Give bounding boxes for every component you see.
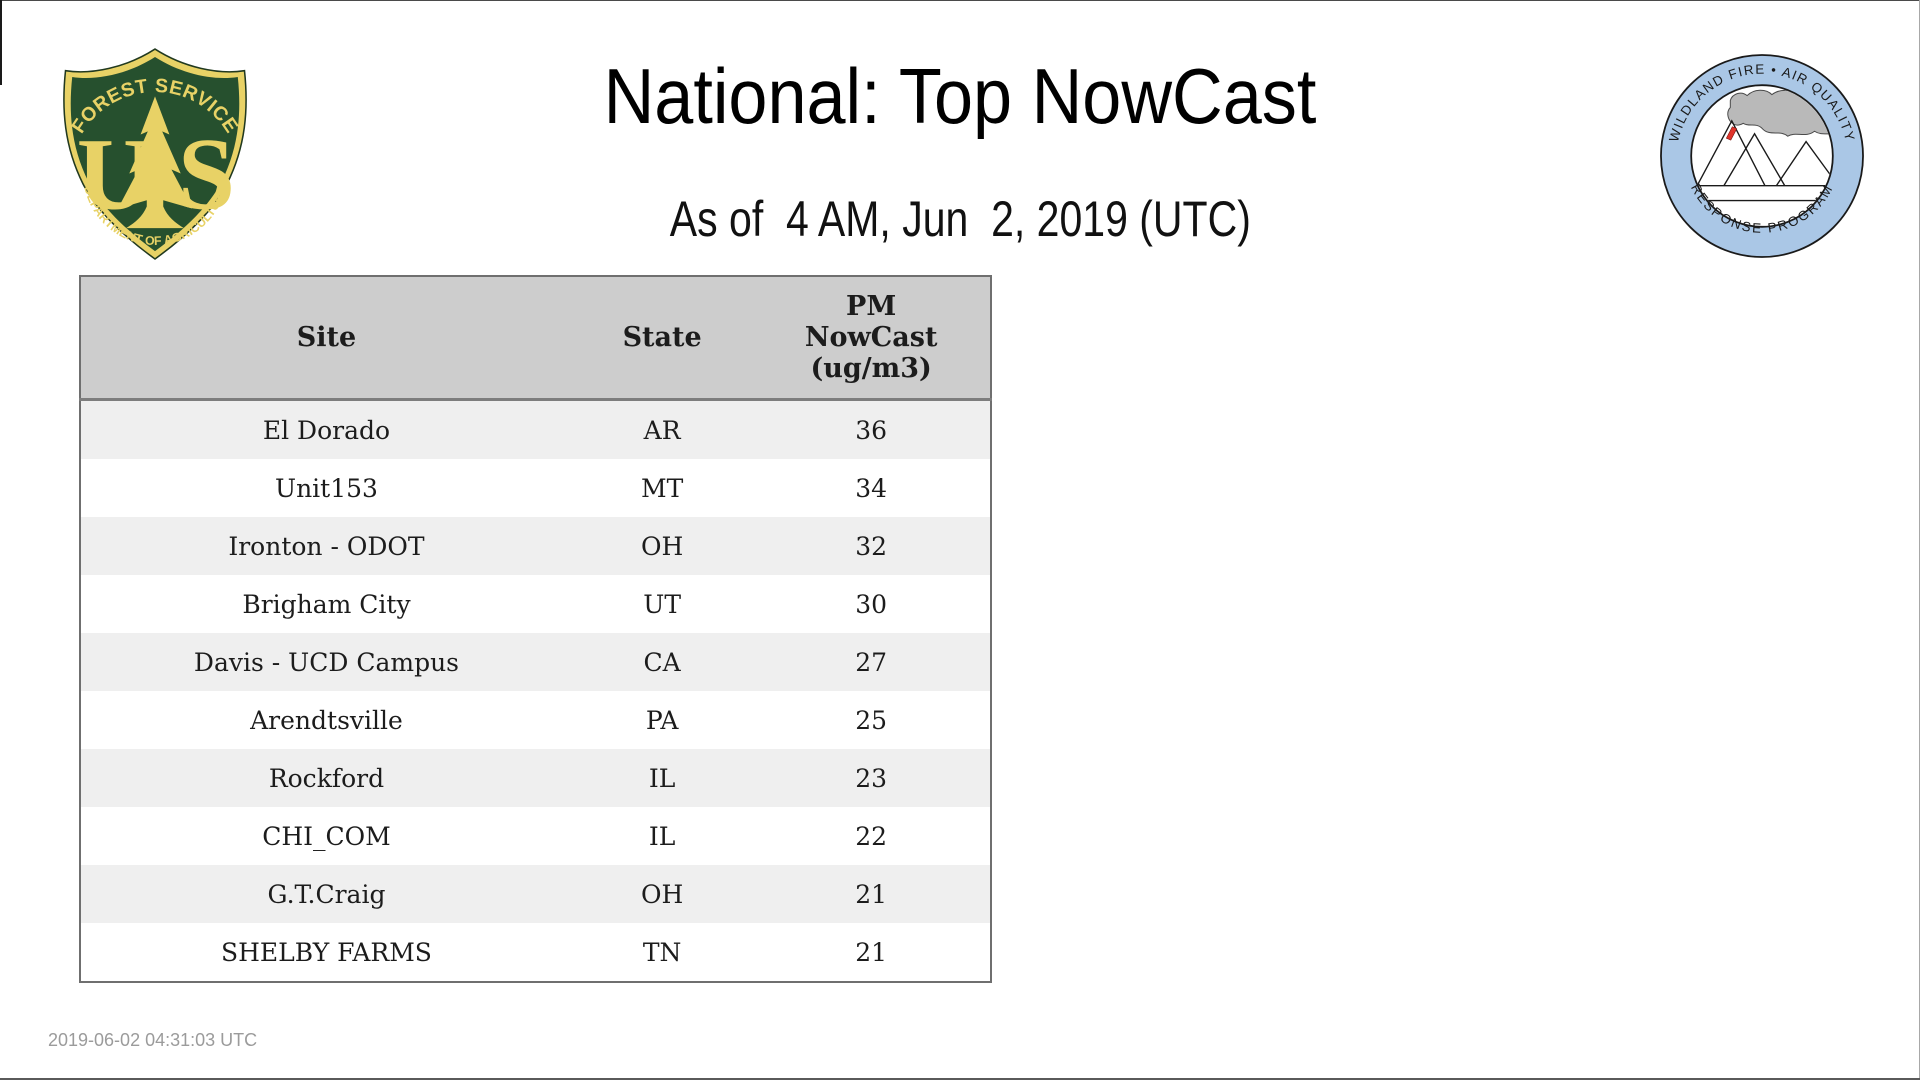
cell-state: AR [643, 415, 681, 445]
table-row: SHELBY FARMS TN 21 [80, 923, 991, 982]
footer-timestamp: 2019-06-02 04:31:03 UTC [48, 1030, 258, 1050]
table-header-row: Site State PM NowCast (ug/m3) [80, 276, 991, 401]
col-header-pm-line3: (ug/m3) [810, 353, 932, 384]
cell-site: G.T.Craig [267, 879, 386, 909]
cell-site: Davis - UCD Campus [193, 647, 460, 677]
cell-nowcast-value: 21 [855, 879, 888, 909]
cell-nowcast-value: 23 [855, 763, 888, 793]
cell-state: UT [643, 589, 681, 619]
page-title: National: Top NowCast [0, 56, 1920, 136]
cell-nowcast-value: 36 [855, 415, 888, 445]
cell-state: MT [640, 473, 684, 503]
table-row: Unit153 MT 34 [80, 459, 991, 517]
col-header-site: Site [80, 276, 572, 401]
cell-site: Ironton - ODOT [228, 531, 425, 561]
cell-site: SHELBY FARMS [221, 937, 432, 967]
cell-state: OH [640, 531, 684, 561]
bottom-edge-line [0, 1078, 1920, 1080]
cell-nowcast-value: 22 [855, 821, 888, 851]
table-header: Site State PM NowCast (ug/m3) [80, 276, 991, 401]
cell-nowcast-value: 21 [855, 937, 888, 967]
cell-state: IL [648, 821, 676, 851]
cell-state: PA [645, 705, 679, 735]
table-row: Arendtsville PA 25 [80, 691, 991, 749]
cell-nowcast-value: 27 [855, 647, 888, 677]
table-body: El Dorado AR 36 Unit153 MT 34 Ironton - … [80, 399, 991, 982]
col-header-pm-line1: PM [846, 291, 897, 322]
nowcast-table: Site State PM NowCast (ug/m3) El Dorado … [79, 275, 992, 983]
cell-nowcast-value: 32 [855, 531, 888, 561]
table-row: Brigham City UT 30 [80, 575, 991, 633]
cell-site: Unit153 [275, 473, 378, 503]
left-edge-line [0, 0, 2, 85]
page-subtitle-text: As of 4 AM, Jun 2, 2019 (UTC) [669, 191, 1251, 247]
cell-state: OH [640, 879, 684, 909]
cell-nowcast-value: 25 [855, 705, 888, 735]
table-row: Davis - UCD Campus CA 27 [80, 633, 991, 691]
page-subtitle: As of 4 AM, Jun 2, 2019 (UTC) [0, 193, 1920, 245]
cell-site: CHI_COM [262, 821, 391, 851]
table-row: G.T.Craig OH 21 [80, 865, 991, 923]
cell-site: Rockford [268, 763, 385, 793]
table-row: CHI_COM IL 22 [80, 807, 991, 865]
col-header-state: State [571, 276, 753, 401]
table-row: Ironton - ODOT OH 32 [80, 517, 991, 575]
col-header-pm-nowcast: PM NowCast (ug/m3) [752, 276, 991, 401]
page-title-text: National: Top NowCast [603, 52, 1317, 140]
cell-state: CA [643, 647, 681, 677]
mountain-middle [1723, 132, 1786, 187]
table-row: Rockford IL 23 [80, 749, 991, 807]
mountain-right [1775, 140, 1832, 187]
top-edge-line [0, 0, 1920, 1]
cell-site: El Dorado [262, 415, 391, 445]
flame-mark-icon [1725, 126, 1738, 141]
mountain-left [1696, 119, 1766, 187]
cell-state: IL [648, 763, 676, 793]
wildland-fire-air-quality-logo-icon: WILDLAND FIRE • AIR QUALITY RESPONSE PRO… [1660, 54, 1864, 258]
cell-state: TN [642, 937, 682, 967]
table-row: El Dorado AR 36 [80, 399, 991, 459]
cell-nowcast-value: 34 [855, 473, 888, 503]
forest-service-logo-icon: FOREST SERVICE DEPARTMENT OF AGRICULTURE… [63, 48, 247, 260]
cell-site: Arendtsville [250, 705, 403, 735]
cell-site: Brigham City [242, 589, 411, 619]
pine-tree-icon [117, 96, 193, 229]
col-header-pm-line2: NowCast [804, 322, 938, 353]
fs-letter-s: S [178, 118, 235, 232]
cell-nowcast-value: 30 [855, 589, 888, 619]
